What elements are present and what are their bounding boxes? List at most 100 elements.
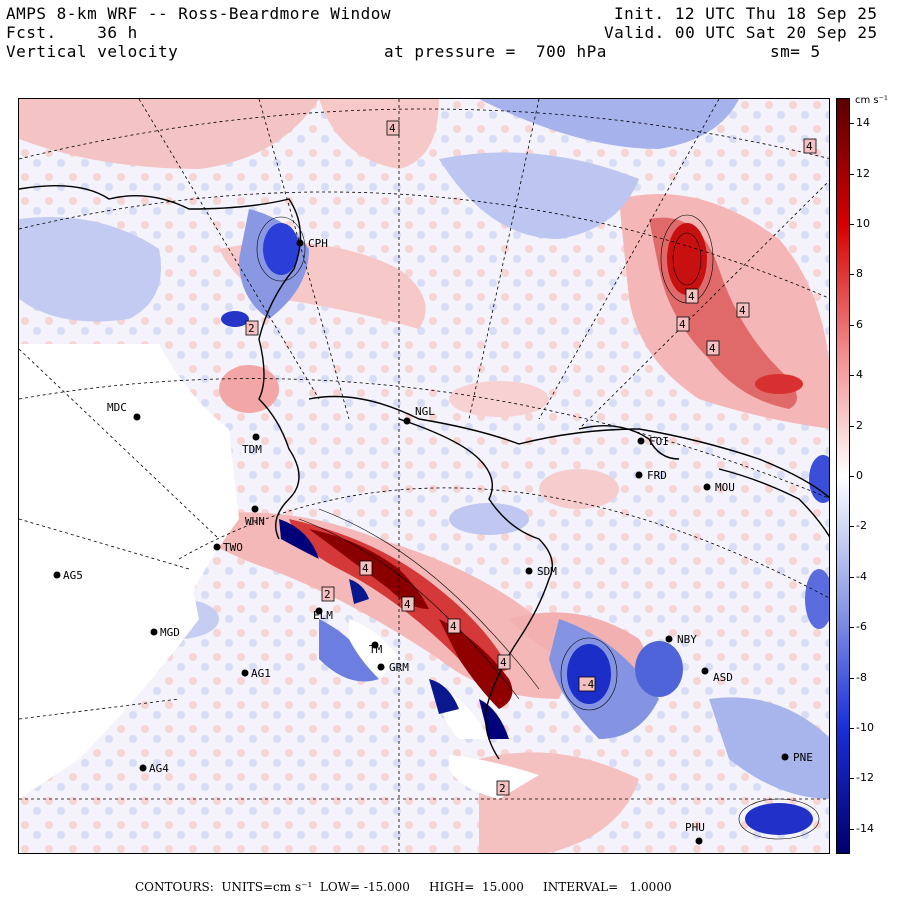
map-title: AMPS 8-km WRF -- Ross-Beardmore Window bbox=[6, 4, 392, 23]
colorbar-tick-mark bbox=[850, 627, 854, 629]
forecast-hour: Fcst. 36 h bbox=[6, 23, 138, 42]
negative-velocity-regions bbox=[19, 99, 829, 835]
pressure-level: at pressure = 700 hPa bbox=[384, 42, 607, 61]
station-dot bbox=[251, 505, 259, 513]
box-label-frame bbox=[803, 138, 817, 154]
station-dot bbox=[637, 437, 645, 445]
station-dot bbox=[53, 571, 61, 579]
station-dot bbox=[139, 764, 147, 772]
colorbar-tick-label: -4 bbox=[856, 569, 867, 583]
colorbar-tick-label: 4 bbox=[856, 368, 863, 382]
station-label: WHN bbox=[245, 515, 265, 528]
box-label-frame bbox=[496, 780, 510, 796]
colorbar-tick-mark bbox=[850, 526, 854, 528]
colorbar-units: cm s⁻¹ bbox=[855, 95, 888, 106]
box-label-text: 4 bbox=[500, 656, 507, 669]
station-dot bbox=[296, 239, 304, 247]
station-dot bbox=[665, 635, 673, 643]
colorbar-tick-label: 2 bbox=[856, 418, 863, 432]
station-label: ELM bbox=[313, 609, 333, 622]
colorbar-tick-mark bbox=[850, 476, 854, 477]
colorbar-tick-mark bbox=[850, 274, 854, 276]
station-label: TM bbox=[369, 643, 383, 656]
station-label: TWO bbox=[223, 541, 243, 554]
station-dot bbox=[525, 567, 533, 575]
colorbar-tick-label: -14 bbox=[856, 821, 874, 835]
positive-velocity-regions bbox=[19, 99, 829, 853]
colorbar-tick-mark bbox=[850, 778, 854, 780]
box-label-text: 4 bbox=[688, 290, 695, 303]
station-label: FOI bbox=[649, 435, 669, 448]
box-label-text: 4 bbox=[709, 342, 716, 355]
colorbar-tick-mark bbox=[850, 728, 854, 729]
colorbar-tick-label: -2 bbox=[856, 519, 867, 533]
colorbar-tick-label: -6 bbox=[856, 620, 867, 634]
box-label-frame bbox=[497, 654, 511, 670]
box-label-text: 2 bbox=[248, 322, 255, 335]
colorbar-tick-mark bbox=[850, 375, 854, 377]
station-label: AG1 bbox=[251, 667, 271, 680]
colorbar-tick-mark bbox=[850, 324, 854, 326]
station-dot bbox=[213, 543, 221, 551]
station-dot bbox=[403, 417, 411, 425]
map-panel: CPH MDC TDM NGL FOI FRD MOU WHN TWO SDM AG5 MGD AG1 N… bbox=[18, 98, 830, 854]
station-dot bbox=[377, 663, 385, 671]
station-label: NGL bbox=[415, 405, 435, 418]
box-label-frame bbox=[676, 316, 690, 332]
box-label-frame bbox=[359, 560, 373, 576]
box-label-frame bbox=[321, 586, 335, 602]
box-label-frame bbox=[685, 288, 699, 304]
station-label: ASD bbox=[713, 671, 733, 684]
colorbar-tick-label: 14 bbox=[856, 116, 870, 130]
valid-time: Valid. 00 UTC Sat 20 Sep 25 bbox=[604, 23, 878, 42]
colorbar-tick-mark bbox=[850, 425, 854, 427]
colorbar-tick-label: 6 bbox=[856, 317, 863, 331]
station-dot bbox=[695, 837, 703, 845]
box-label-text: 2 bbox=[324, 588, 331, 601]
station-dot bbox=[781, 753, 789, 761]
station-label: PHU bbox=[685, 821, 705, 834]
station-label: GRM bbox=[389, 661, 409, 674]
colorbar-tick-label: 12 bbox=[856, 166, 870, 180]
station-label: TDM bbox=[242, 443, 262, 456]
colorbar bbox=[836, 98, 850, 854]
box-label-frame bbox=[245, 320, 259, 336]
station-label: FRD bbox=[647, 469, 667, 482]
box-label-text: 4 bbox=[679, 318, 686, 331]
station-dot bbox=[133, 413, 141, 421]
box-label-text: 4 bbox=[450, 620, 457, 633]
box-label-frame bbox=[447, 618, 461, 634]
field-name: Vertical velocity bbox=[6, 42, 179, 61]
station-dot bbox=[371, 641, 379, 649]
box-label-text: -4 bbox=[581, 678, 595, 691]
colorbar-tick-mark bbox=[850, 576, 854, 578]
station-dot bbox=[635, 471, 643, 479]
station-label: MDC bbox=[107, 401, 127, 414]
station-label: AG4 bbox=[149, 762, 169, 775]
colorbar-tick-mark bbox=[850, 224, 854, 225]
station-dot bbox=[150, 628, 158, 636]
colorbar-tick-label: 10 bbox=[856, 217, 870, 230]
coastlines bbox=[19, 185, 829, 760]
box-label-frame bbox=[386, 120, 400, 136]
contour-box-labels: 4 4 4 4 4 4 4 4 4 4 -4 2 2 2 bbox=[245, 120, 817, 796]
init-time: Init. 12 UTC Thu 18 Sep 25 bbox=[614, 4, 878, 23]
station-dot bbox=[315, 607, 323, 615]
colorbar-tick-label: -8 bbox=[856, 670, 867, 684]
box-label-text: 4 bbox=[362, 562, 369, 575]
colorbar-tick-label: -12 bbox=[856, 771, 874, 785]
station-label: AG5 bbox=[63, 569, 83, 582]
colorbar-tick-label: 8 bbox=[856, 267, 863, 281]
station-label: MGD bbox=[160, 626, 180, 639]
colorbar-tick-label: -10 bbox=[856, 721, 874, 734]
box-label-frame bbox=[578, 676, 596, 692]
box-label-text: 4 bbox=[739, 304, 746, 317]
colorbar-tick-mark bbox=[850, 173, 854, 175]
masked-terrain bbox=[19, 344, 539, 799]
graticule bbox=[19, 99, 829, 853]
smoothing-value: sm= 5 bbox=[770, 42, 821, 61]
contour-footer: CONTOURS: UNITS=cm s⁻¹ LOW= -15.000 HIGH… bbox=[135, 880, 672, 894]
station-dot bbox=[701, 667, 709, 675]
